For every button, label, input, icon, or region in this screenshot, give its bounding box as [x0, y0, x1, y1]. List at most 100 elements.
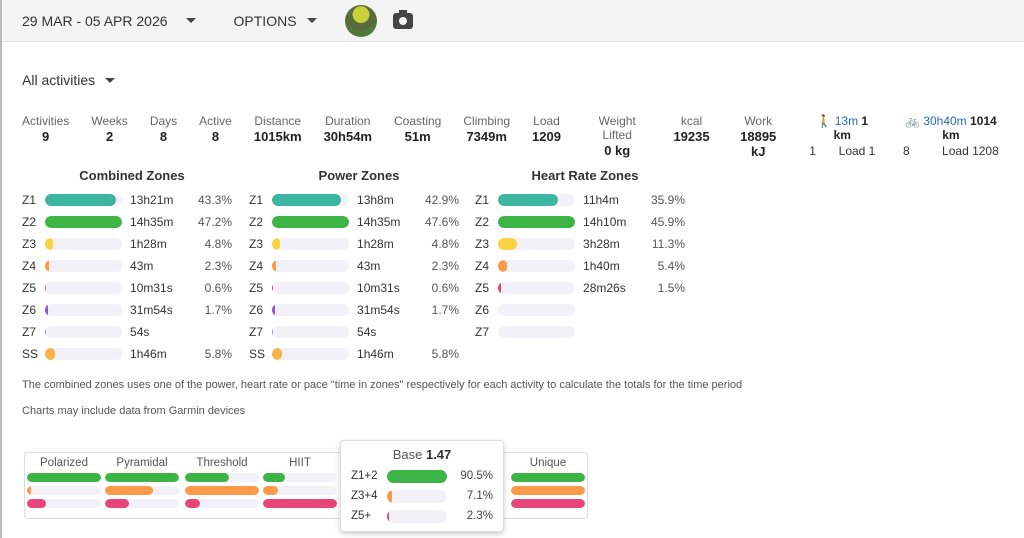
- zone-bar-fill: [498, 260, 508, 272]
- distribution-bar: [105, 499, 179, 508]
- zone-row: Z2 14h10m 45.9%: [475, 211, 685, 233]
- sport-load: Load 1208: [942, 144, 999, 158]
- distribution-label: Pyramidal: [116, 457, 168, 469]
- sport-distance: 1 km: [833, 114, 869, 142]
- zone-label: Z3: [475, 237, 490, 251]
- zone-time: 54s: [130, 325, 150, 339]
- distribution-unique[interactable]: Unique: [511, 457, 585, 508]
- stat-value: 1209: [532, 129, 561, 144]
- zone-label: Z5: [249, 281, 264, 295]
- avatar[interactable]: [344, 4, 377, 37]
- zone-bar-fill: [272, 260, 276, 272]
- zone-bar: [45, 260, 123, 272]
- distribution-bar: [27, 499, 101, 508]
- stat-value: 0 kg: [604, 143, 631, 158]
- zone-bar-fill: [45, 348, 55, 360]
- summary-stats: Activities 9 Weeks 2 Days 8 Active 8 Distance 101…: [22, 114, 1024, 159]
- tooltip-value: 1.47: [425, 447, 452, 462]
- distribution-bar-fill: [185, 486, 259, 495]
- zone-bar-fill: [45, 282, 47, 294]
- zone-bar-fill: [498, 238, 517, 250]
- zone-row: Z1 13h8m 42.9%: [249, 189, 459, 211]
- zone-pct: 35.9%: [650, 193, 685, 207]
- zone-panel: Heart Rate Zones Z1 11h4m 35.9% Z2 14h10m 45.9…: [475, 168, 685, 343]
- zone-bar: [45, 348, 123, 360]
- sport-summary[interactable]: 🚶 13m 1 km 1 Load 1: [807, 114, 878, 159]
- zone-time: 11h4m: [583, 193, 619, 207]
- zone-bar-fill: [272, 238, 280, 250]
- stat-distance: Distance 1015km: [254, 114, 302, 159]
- tooltip-row-label: Z3+4: [351, 490, 378, 502]
- zone-bar: [498, 260, 576, 272]
- distribution-bar: [511, 486, 585, 495]
- stat-label: Duration: [325, 114, 371, 128]
- zone-row: Z7: [475, 321, 685, 343]
- zone-label: Z4: [475, 259, 490, 273]
- stat-active: Active 8: [199, 114, 232, 159]
- stat-value: 19235: [673, 129, 710, 144]
- tooltip-row-pct: 90.5%: [460, 470, 493, 482]
- sport-summary[interactable]: 🚲 30h40m 1014 km 8 Load 1208: [896, 114, 1006, 159]
- options-dropdown[interactable]: OPTIONS: [234, 13, 317, 29]
- zone-bar: [498, 326, 576, 338]
- zone-row: Z2 14h35m 47.2%: [22, 211, 232, 233]
- chevron-down-icon: [105, 77, 116, 83]
- zone-row: Z3 1h28m 4.8%: [249, 233, 459, 255]
- zone-bar: [498, 194, 576, 206]
- date-range-label: 29 MAR - 05 APR 2026: [22, 12, 168, 29]
- distribution-polarized[interactable]: Polarized: [27, 457, 101, 508]
- zone-row: Z6: [475, 299, 685, 321]
- activity-filter-dropdown[interactable]: All activities: [22, 72, 116, 88]
- zone-label: Z3: [249, 237, 264, 251]
- distribution-bar-fill: [105, 499, 130, 508]
- zone-bar: [272, 282, 350, 294]
- zone-label: Z1: [475, 193, 490, 207]
- distribution-bar: [263, 499, 337, 508]
- distribution-bar: [263, 486, 337, 495]
- zone-pct: 1.5%: [657, 281, 685, 295]
- zone-bar: [498, 282, 576, 294]
- options-label: OPTIONS: [233, 12, 297, 29]
- camera-icon[interactable]: [392, 9, 413, 29]
- stat-label: Days: [149, 114, 178, 128]
- zone-bar-fill: [498, 282, 501, 294]
- stat-load: Load 1209: [532, 114, 561, 159]
- stat-label: kcal: [680, 114, 703, 128]
- stat-label: Work: [744, 114, 773, 128]
- zone-time: 14h35m: [357, 215, 401, 229]
- zone-bar: [498, 216, 576, 228]
- zone-pct: 47.6%: [424, 215, 459, 229]
- distribution-threshold[interactable]: Threshold: [185, 457, 259, 508]
- stat-value: 18895 kJ: [740, 129, 777, 159]
- zone-time: 1h46m: [357, 347, 394, 361]
- tooltip-row: Z3+4 7.1%: [351, 486, 493, 506]
- distribution-bar-fill: [263, 499, 337, 508]
- zone-pct: 5.4%: [657, 259, 685, 273]
- zone-time: 31m54s: [130, 303, 173, 317]
- distribution-label: Threshold: [196, 457, 248, 469]
- zone-time: 10m31s: [130, 281, 173, 295]
- distribution-hiit[interactable]: HIIT: [263, 457, 337, 508]
- zone-bar-fill: [272, 194, 342, 206]
- zone-row: SS 1h46m 5.8%: [22, 343, 232, 365]
- distribution-bar: [185, 499, 259, 508]
- distribution-pyramidal[interactable]: Pyramidal: [105, 457, 179, 508]
- zone-bar-fill: [498, 194, 559, 206]
- tooltip-title: Base: [392, 447, 423, 462]
- zone-bar-fill: [272, 348, 282, 360]
- distribution-label: HIIT: [289, 457, 311, 469]
- zone-label: Z5: [475, 281, 490, 295]
- zone-bar-fill: [45, 260, 49, 272]
- zone-bar-fill: [272, 282, 274, 294]
- zone-row: Z1 11h4m 35.9%: [475, 189, 685, 211]
- stat-label: Active: [199, 114, 232, 128]
- distribution-bar: [105, 486, 179, 495]
- date-range-dropdown[interactable]: 29 MAR - 05 APR 2026: [22, 13, 196, 29]
- distribution-bar: [105, 473, 179, 482]
- zone-bar: [45, 216, 123, 228]
- garmin-note: Charts may include data from Garmin devi…: [22, 405, 246, 417]
- stat-value: 9: [42, 129, 50, 144]
- stat-value: 8: [159, 129, 168, 144]
- zone-bar: [45, 238, 123, 250]
- zone-row: Z3 3h28m 11.3%: [475, 233, 685, 255]
